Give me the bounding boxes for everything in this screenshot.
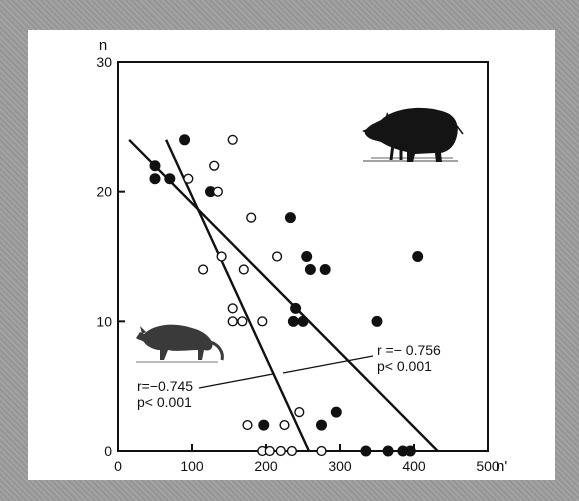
regression-r-label-fox: r=−0.745	[137, 378, 193, 394]
open-point	[246, 212, 257, 223]
open-point	[209, 160, 220, 171]
x-tick-label: 300	[328, 458, 352, 474]
plot-frame	[117, 61, 489, 452]
open-point	[212, 186, 224, 197]
open-point	[238, 264, 249, 275]
y-tick-label: 0	[104, 443, 112, 459]
open-point	[216, 251, 227, 262]
open-point	[237, 316, 248, 327]
regression-p-label-boar: p< 0.001	[377, 358, 432, 374]
fox-icon	[136, 324, 224, 363]
open-point	[257, 316, 268, 327]
x-tick-label: 200	[254, 458, 278, 474]
filled-point	[149, 160, 161, 172]
open-point	[183, 173, 194, 184]
filled-point	[330, 406, 342, 418]
x-tick-label: 500	[476, 458, 500, 474]
y-tick-label: 30	[96, 54, 112, 70]
y-axis-title: n	[99, 37, 107, 54]
open-point	[272, 251, 283, 262]
open-point	[242, 419, 253, 431]
annotation-leader-fox	[198, 373, 274, 389]
filled-point	[287, 315, 299, 327]
filled-point	[149, 173, 161, 185]
x-tick-label: 400	[402, 458, 426, 474]
filled-point	[412, 251, 424, 262]
data-points	[149, 134, 424, 457]
filled-point	[284, 212, 296, 224]
regression-r-label-boar: r =− 0.756	[377, 342, 441, 358]
open-point	[227, 316, 238, 327]
x-tick-label: 100	[180, 458, 204, 474]
filled-point	[371, 315, 383, 327]
regression-p-label-fox: p< 0.001	[137, 394, 192, 410]
annotation-leader-boar	[282, 355, 374, 374]
filled-point	[258, 419, 270, 431]
filled-point	[304, 263, 316, 275]
open-point	[264, 445, 275, 457]
y-tick-label: 20	[96, 184, 112, 200]
filled-point	[290, 302, 302, 314]
open-point	[198, 264, 209, 275]
x-axis-title: n'	[496, 458, 507, 475]
x-tick-label: 0	[114, 458, 122, 474]
filled-point	[316, 419, 327, 431]
filled-point	[319, 263, 331, 275]
open-point	[279, 419, 290, 431]
chart-panel: 0 100 200 300 400 500 0 10 20 30 n n' r =− 0.756 …	[28, 30, 555, 480]
trend-lines	[128, 138, 439, 452]
filled-point	[164, 173, 176, 185]
open-point	[275, 445, 286, 457]
filled-point	[297, 315, 309, 327]
filled-point	[360, 445, 372, 457]
open-point	[316, 445, 327, 457]
open-point	[294, 407, 305, 418]
filled-point	[404, 445, 416, 457]
filled-point	[179, 134, 191, 146]
open-point	[227, 303, 238, 314]
filled-point	[382, 445, 394, 457]
regression-line	[128, 138, 439, 452]
open-point	[227, 134, 238, 145]
ticks: 0 100 200 300 400 500 0 10 20 30	[96, 54, 499, 474]
wild-boar-icon	[362, 107, 464, 162]
y-tick-label: 10	[96, 313, 112, 329]
filled-point	[301, 251, 313, 262]
axes	[117, 61, 489, 452]
open-point	[286, 445, 298, 457]
regression-line	[165, 139, 311, 452]
